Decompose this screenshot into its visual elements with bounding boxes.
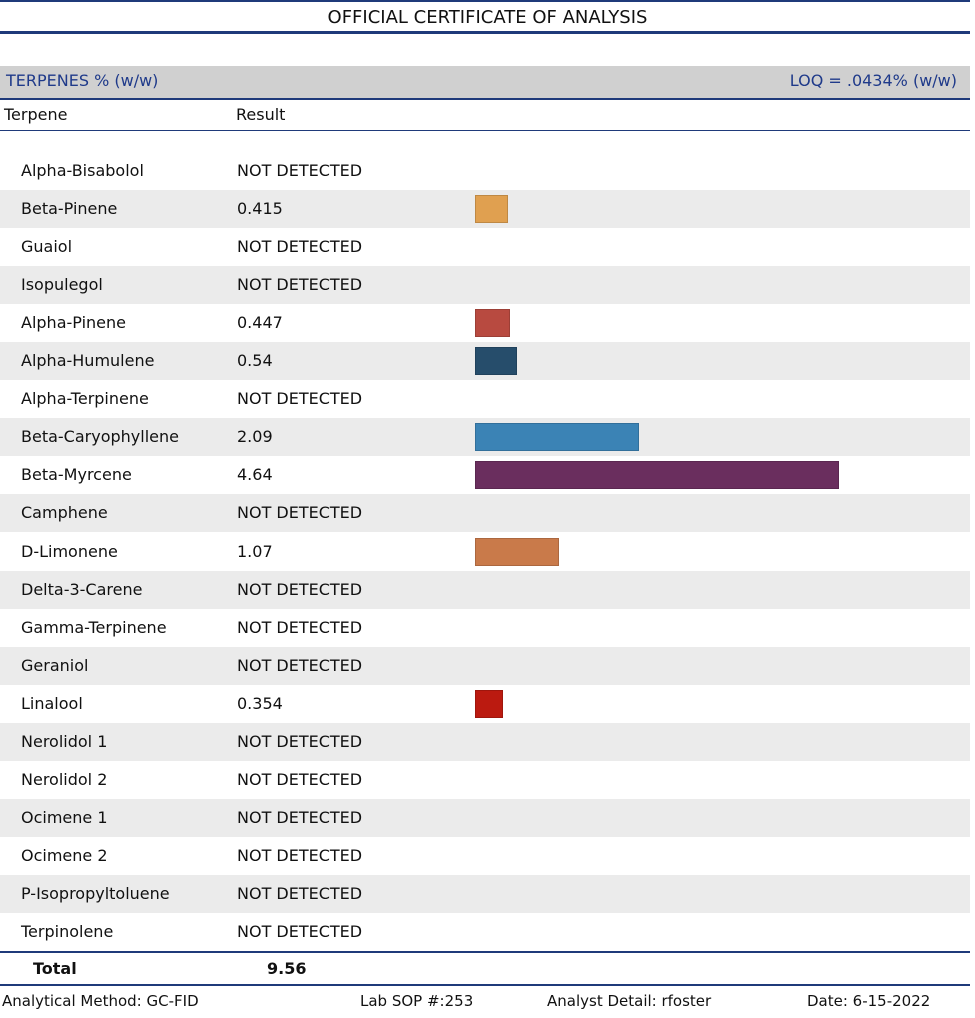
bar	[475, 537, 559, 566]
terpene-name: P-Isopropyltoluene	[21, 883, 170, 903]
result: NOT DETECTED	[237, 769, 363, 789]
col-header: Terpene	[4, 105, 68, 124]
result: NOT DETECTED	[237, 503, 363, 523]
terpene-name: D-Limonene	[21, 541, 118, 561]
row-band	[0, 874, 970, 913]
result: NOT DETECTED	[237, 807, 363, 827]
rule	[0, 984, 970, 986]
col-header: Result	[236, 105, 286, 124]
rule	[0, 0, 970, 2]
terpene-name: Ocimene 2	[21, 845, 108, 865]
terpene-name: Camphene	[21, 503, 108, 523]
result: 0.54	[237, 351, 273, 371]
result: NOT DETECTED	[237, 845, 363, 865]
result: 4.64	[237, 465, 273, 485]
result: NOT DETECTED	[237, 579, 363, 599]
row-band	[0, 722, 970, 761]
terpene-name: Terpinolene	[21, 922, 114, 941]
result: 0.415	[237, 199, 283, 219]
result: NOT DETECTED	[237, 161, 363, 180]
rule	[0, 31, 970, 34]
terpene-name: Alpha-Terpinene	[21, 389, 149, 409]
terpene-name: Nerolidol 1	[21, 731, 108, 751]
result: NOT DETECTED	[237, 617, 363, 637]
result: NOT DETECTED	[237, 731, 363, 751]
result: NOT DETECTED	[237, 883, 363, 903]
footer-method: Analytical Method: GC-FID	[2, 992, 199, 1010]
result: 2.09	[237, 427, 273, 447]
bar	[475, 195, 508, 224]
terpene-name: Alpha-Humulene	[21, 351, 155, 371]
result: 1.07	[237, 541, 273, 561]
title: OFFICIAL CERTIFICATE OF ANALYSIS	[327, 7, 648, 28]
footer-sop: Lab SOP #:253	[360, 992, 474, 1010]
rule	[0, 98, 970, 100]
result: NOT DETECTED	[237, 655, 363, 675]
terpene-name: Ocimene 1	[21, 807, 108, 827]
total-label: Total	[33, 959, 77, 978]
section-band	[0, 66, 970, 98]
result: NOT DETECTED	[237, 275, 363, 295]
terpene-name: Alpha-Pinene	[21, 313, 126, 333]
row-band	[0, 798, 970, 837]
terpene-name: Beta-Caryophyllene	[21, 427, 179, 447]
terpene-name: Guaiol	[21, 237, 73, 257]
result: NOT DETECTED	[237, 389, 363, 409]
result: 0.447	[237, 313, 283, 333]
bar	[475, 423, 639, 452]
bar	[475, 461, 839, 490]
row-band	[0, 570, 970, 609]
rule	[0, 130, 970, 131]
row-band	[0, 646, 970, 685]
terpene-name: Nerolidol 2	[21, 769, 108, 789]
section-title: TERPENES % (w/w)	[6, 71, 159, 90]
row-band	[0, 266, 970, 305]
terpene-name: Beta-Myrcene	[21, 465, 132, 485]
terpene-name: Alpha-Bisabolol	[21, 161, 144, 180]
row-band	[0, 494, 970, 533]
loq: LOQ = .0434% (w/w)	[789, 71, 957, 90]
terpene-name: Gamma-Terpinene	[21, 617, 167, 637]
result: 0.354	[237, 693, 283, 713]
result: NOT DETECTED	[237, 922, 363, 941]
footer-analyst: Analyst Detail: rfoster	[547, 992, 712, 1010]
bar	[475, 347, 518, 376]
bar	[475, 309, 511, 338]
bar	[475, 689, 503, 718]
terpene-name: Isopulegol	[21, 275, 103, 295]
rule	[0, 951, 970, 953]
terpene-name: Linalool	[21, 693, 83, 713]
terpene-name: Geraniol	[21, 655, 89, 675]
footer-date: Date: 6-15-2022	[807, 992, 931, 1010]
result: NOT DETECTED	[237, 237, 363, 257]
terpene-name: Delta-3-Carene	[21, 579, 143, 599]
terpene-name: Beta-Pinene	[21, 199, 118, 219]
total: 9.56	[267, 959, 307, 978]
